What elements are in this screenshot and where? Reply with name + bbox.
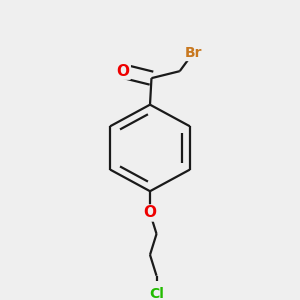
Text: Br: Br <box>184 46 202 60</box>
Text: Cl: Cl <box>149 287 164 300</box>
Text: O: O <box>117 64 130 79</box>
Text: O: O <box>143 206 157 220</box>
